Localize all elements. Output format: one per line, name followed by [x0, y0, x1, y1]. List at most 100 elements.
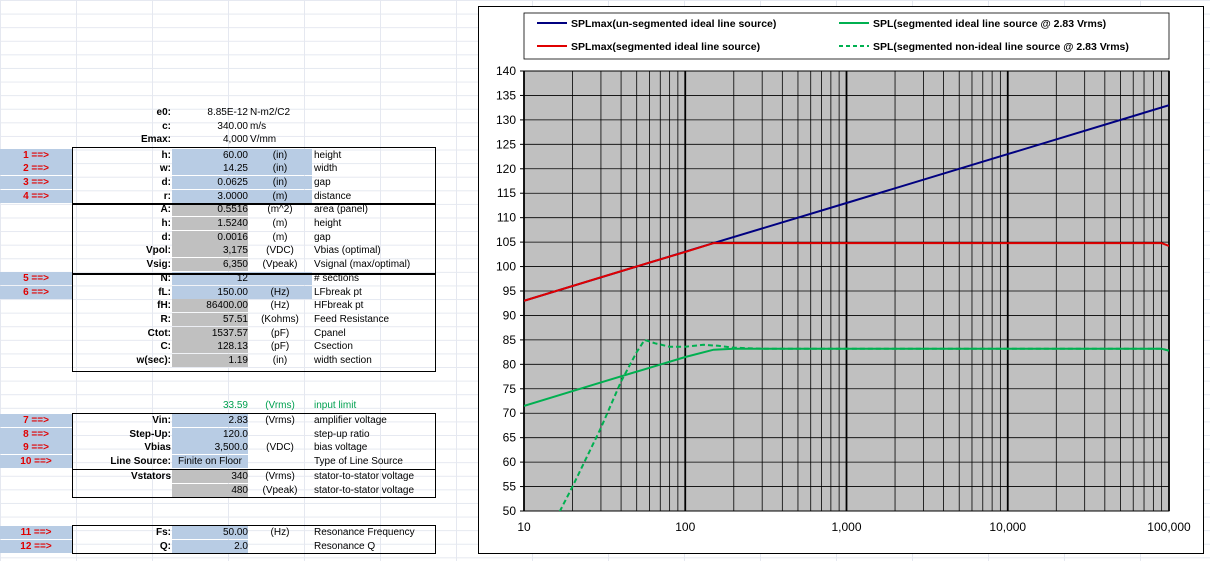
input-marker: 12 ==>: [0, 539, 72, 553]
legend-entry: SPLmax(segmented ideal line source): [571, 41, 760, 53]
input-marker: 10 ==>: [0, 455, 72, 469]
param-unit: (in): [272, 355, 288, 366]
input-marker: 11 ==>: [0, 526, 72, 539]
param-value[interactable]: 2.0: [172, 539, 248, 553]
input-marker: 2 ==>: [0, 162, 72, 176]
vstators-value[interactable]: 340: [172, 470, 248, 483]
param-description: Csection: [314, 341, 353, 353]
param-label: w:: [159, 163, 171, 175]
input-marker: [0, 299, 72, 312]
param-description: Type of Line Source: [314, 456, 403, 468]
param-unit: (VDC): [266, 245, 294, 257]
param-description: Cpanel: [314, 327, 346, 339]
param-unit: (Hz): [270, 300, 290, 312]
y-tick-label: 65: [503, 431, 517, 445]
series-line-4: [558, 338, 1169, 511]
param-value[interactable]: 0.0625: [172, 175, 248, 189]
vstators-description: stator-to-stator voltage: [314, 484, 415, 496]
input-marker: [0, 354, 72, 367]
derived-group-box: [72, 204, 436, 274]
param-label: Vbias: [144, 442, 171, 454]
param-label: Q:: [159, 540, 171, 552]
param-description: Feed Resistance: [314, 313, 390, 325]
param-label: Vpol:: [146, 245, 171, 257]
input-marker: [0, 313, 72, 326]
param-label: fH:: [157, 300, 171, 312]
param-value[interactable]: 57.51: [172, 312, 248, 326]
input-marker: 1 ==>: [0, 148, 72, 162]
param-value[interactable]: 1537.57: [172, 326, 248, 340]
constant-label: e0:: [156, 107, 171, 118]
input-limit-value[interactable]: 33.59: [222, 399, 248, 411]
input-marker: 3 ==>: [0, 175, 72, 189]
param-description: LFbreak pt: [314, 286, 362, 298]
param-value[interactable]: 3.0000: [172, 189, 248, 203]
param-label: C:: [160, 341, 171, 353]
y-tick-label: 70: [503, 406, 517, 420]
y-tick-label: 90: [503, 308, 517, 322]
param-value[interactable]: 3,175: [172, 244, 248, 258]
spl-chart: 10 100 1,000 10,000 100,000 50 55 60 65 70 75 80 85 9…: [478, 6, 1204, 554]
param-value[interactable]: 3,500.0: [172, 441, 248, 455]
param-label: Vin:: [152, 415, 171, 426]
param-value[interactable]: 12: [172, 271, 248, 285]
param-value[interactable]: 0.0016: [172, 230, 248, 244]
x-tick-label: 10,000: [989, 520, 1026, 534]
param-value[interactable]: Finite on Floor: [172, 455, 248, 469]
param-value[interactable]: 14.25: [172, 162, 248, 176]
param-description: bias voltage: [314, 442, 368, 454]
x-tick-label: 100,000: [1147, 520, 1191, 534]
param-value[interactable]: 86400.00: [172, 299, 248, 313]
param-value[interactable]: 1.5240: [172, 217, 248, 230]
param-unit: (in): [248, 162, 312, 176]
amplifier-group-box: [72, 413, 436, 470]
y-tick-label: 140: [496, 64, 516, 78]
input-marker: [0, 340, 72, 353]
constant-label: Emax:: [140, 134, 171, 146]
param-label: d:: [161, 231, 171, 243]
param-value[interactable]: 150.00: [172, 285, 248, 299]
param-label: d:: [161, 176, 171, 188]
vstators-label: Vstators: [130, 471, 171, 482]
param-value[interactable]: 60.00: [172, 148, 248, 162]
param-value[interactable]: 2.83: [172, 414, 248, 427]
constant-unit: m/s: [250, 120, 267, 132]
y-tick-label: 110: [497, 211, 516, 225]
param-value[interactable]: 128.13: [172, 340, 248, 354]
param-unit: (pF): [270, 327, 290, 339]
legend-entry: SPLmax(un-segmented ideal line source): [571, 18, 776, 30]
param-description: step-up ratio: [314, 428, 370, 440]
vstators-description: stator-to-stator voltage: [314, 471, 415, 482]
param-label: Fs:: [156, 527, 171, 538]
param-label: fL:: [158, 286, 171, 298]
legend-entry: SPL(segmented non-ideal line source @ 2.…: [873, 41, 1129, 53]
legend-box: [523, 12, 1170, 60]
vstators-value[interactable]: 480: [172, 483, 248, 497]
y-tick-label: 75: [503, 382, 517, 396]
param-unit: (m^2): [267, 204, 293, 216]
param-value[interactable]: 0.5516: [172, 203, 248, 217]
param-description: Resonance Q: [314, 540, 376, 552]
param-description: area (panel): [314, 204, 368, 216]
constant-value[interactable]: 340.00: [217, 120, 248, 132]
input-marker: [0, 258, 72, 271]
constant-value[interactable]: 8.85E-12: [207, 107, 248, 118]
param-description: # sections: [314, 272, 360, 284]
y-tick-label: 60: [503, 455, 517, 469]
spl-chart-svg: 10 100 1,000 10,000 100,000 50 55 60 65 70 75 80 85 9…: [496, 12, 1191, 534]
param-value[interactable]: 6,350: [172, 258, 248, 272]
param-label: Line Source:: [110, 456, 171, 468]
param-value[interactable]: 120.0: [172, 427, 248, 441]
y-tick-label: 115: [497, 186, 516, 200]
legend-entry: SPL(segmented ideal line source @ 2.83 V…: [873, 18, 1106, 30]
y-tick-label: 125: [496, 137, 516, 151]
vstators-unit: (Vpeak): [262, 484, 298, 496]
param-description: amplifier voltage: [314, 415, 387, 426]
param-value[interactable]: 1.19: [172, 354, 248, 367]
param-value[interactable]: 50.00: [172, 526, 248, 539]
param-unit: (Kohms): [261, 313, 299, 325]
param-description: height: [314, 149, 342, 161]
constant-value[interactable]: 4,000: [222, 134, 248, 146]
vstators-group-box: [72, 469, 436, 498]
constant-label: c:: [162, 120, 171, 132]
